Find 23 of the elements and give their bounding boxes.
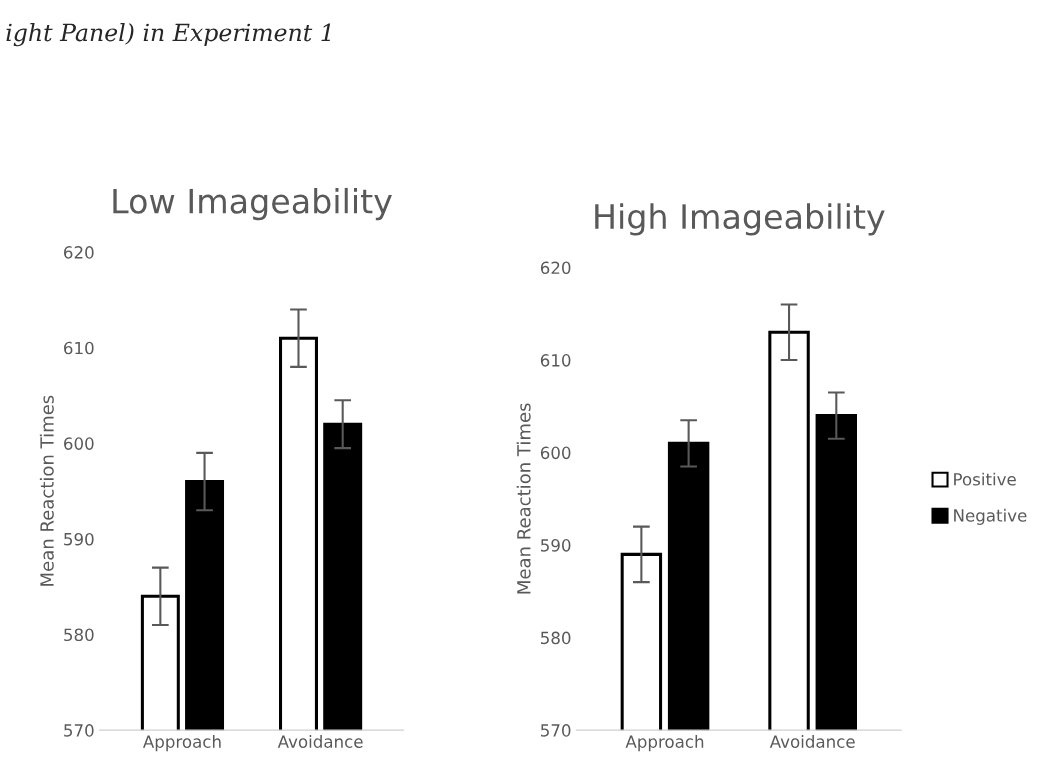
x-tick-label: Avoidance	[277, 735, 363, 748]
y-tick-label: 570	[541, 724, 571, 737]
y-tick-label: 590	[541, 539, 571, 552]
x-tick-label: Approach	[625, 735, 704, 752]
y-tick-label: 600	[64, 437, 94, 450]
chart-title: Low Imageability	[113, 187, 392, 221]
legend-label: Positive	[954, 472, 1016, 486]
y-tick-label: 580	[64, 628, 94, 642]
y-tick-label: 600	[540, 446, 571, 460]
legend-label: Negative	[954, 508, 1027, 525]
y-axis-title: Mean Reaction Times	[516, 403, 531, 594]
y-tick-label: 570	[64, 724, 94, 737]
x-tick-label: Approach	[142, 735, 221, 752]
y-tick-label: 610	[64, 341, 94, 355]
y-axis-title: Mean Reaction Times	[39, 395, 54, 586]
y-tick-label: 620	[64, 246, 94, 259]
y-tick-label: 620	[540, 261, 571, 275]
y-tick-label: 580	[541, 631, 571, 645]
chart-title: High Imageability	[595, 203, 885, 236]
y-tick-label: 590	[64, 532, 94, 546]
text: ight Panel) in Experiment 1	[6, 23, 331, 47]
x-tick-label: Avoidance	[769, 735, 855, 748]
y-tick-label: 610	[540, 354, 571, 367]
